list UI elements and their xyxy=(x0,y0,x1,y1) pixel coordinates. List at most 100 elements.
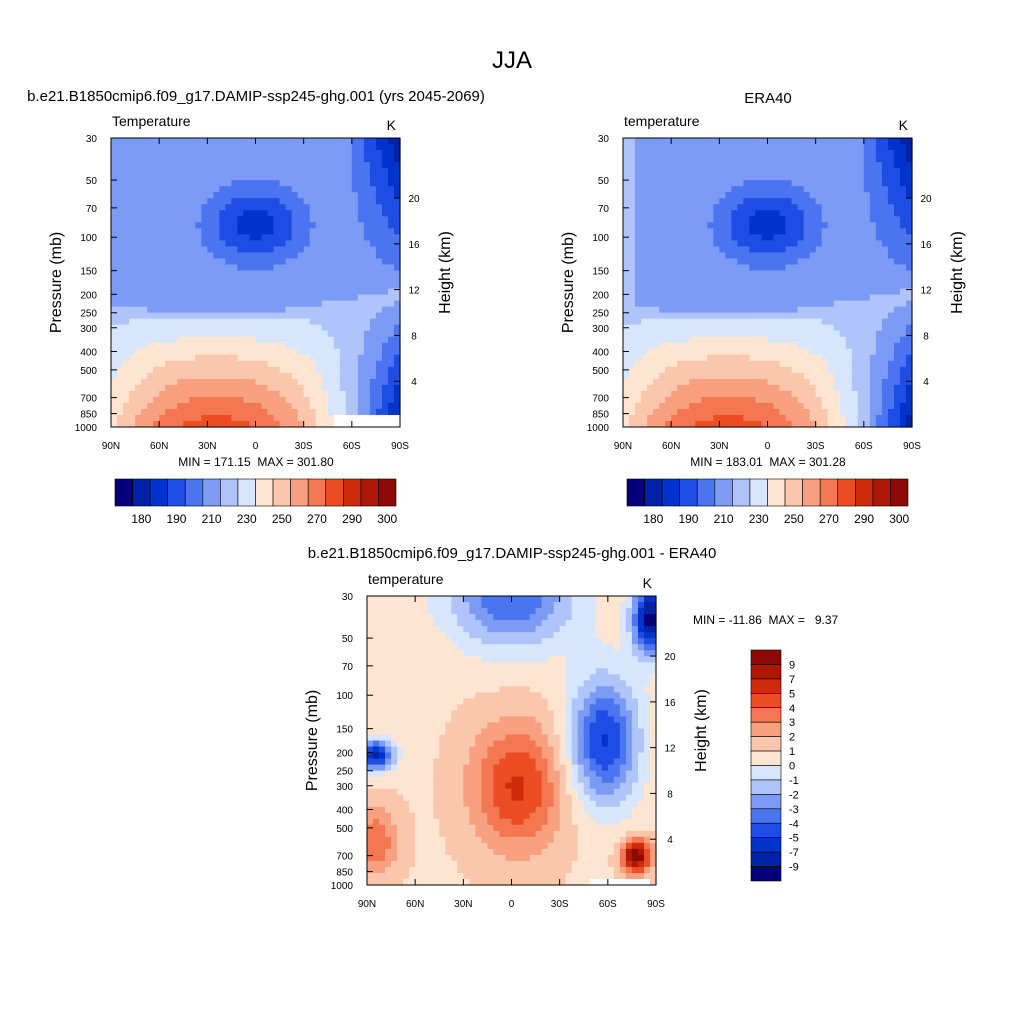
contour-cell xyxy=(159,336,166,344)
contour-cell xyxy=(893,162,901,169)
contour-cell xyxy=(255,234,263,241)
contour-cell xyxy=(177,348,184,356)
contour-cell xyxy=(761,180,769,187)
contour-cell xyxy=(713,258,720,266)
contour-cell xyxy=(375,192,383,199)
contour-cell xyxy=(701,228,708,235)
contour-cell xyxy=(387,288,395,296)
contour-cell xyxy=(659,264,666,272)
contour-cell xyxy=(881,390,889,398)
contour-cell xyxy=(809,186,817,193)
contour-cell xyxy=(701,282,708,290)
contour-cell xyxy=(725,342,732,350)
contour-cell xyxy=(689,336,696,344)
contour-cell xyxy=(333,282,341,290)
contour-cell xyxy=(367,656,374,663)
contour-cell xyxy=(839,318,847,326)
contour-cell xyxy=(255,324,263,332)
contour-cell xyxy=(707,282,714,290)
contour-cell xyxy=(381,198,389,205)
contour-cell xyxy=(905,138,913,145)
contour-cell xyxy=(845,348,853,356)
contour-cell xyxy=(135,240,142,247)
contour-cell xyxy=(845,228,853,235)
contour-cell xyxy=(183,390,190,398)
contour-cell xyxy=(373,854,380,862)
contour-cell xyxy=(869,264,877,272)
contour-cell xyxy=(261,330,269,338)
contour-cell xyxy=(279,324,287,332)
contour-cell xyxy=(255,216,263,223)
contour-cell xyxy=(339,354,347,362)
contour-cell xyxy=(695,336,702,344)
contour-cell xyxy=(881,384,889,392)
contour-cell xyxy=(387,216,395,223)
contour-cell xyxy=(647,276,654,284)
contour-cell xyxy=(749,354,757,362)
contour-cell xyxy=(887,354,895,362)
colorbar-swatch xyxy=(202,478,221,507)
contour-cell xyxy=(671,420,678,428)
contour-cell xyxy=(297,240,305,247)
contour-cell xyxy=(671,270,678,278)
contour-cell xyxy=(363,156,371,163)
contour-cell xyxy=(671,234,678,241)
contour-cell xyxy=(815,300,823,308)
contour-cell xyxy=(701,366,708,374)
contour-cell xyxy=(695,204,702,211)
contour-cell xyxy=(779,228,787,235)
contour-cell xyxy=(165,330,172,338)
contour-cell xyxy=(177,216,184,223)
contour-cell xyxy=(857,276,865,284)
contour-cell xyxy=(373,680,380,687)
contour-cell xyxy=(839,354,847,362)
contour-cell xyxy=(689,222,696,229)
contour-cell xyxy=(887,252,895,260)
contour-cell xyxy=(351,168,359,175)
contour-cell xyxy=(803,348,811,356)
contour-cell xyxy=(683,306,690,314)
contour-cell xyxy=(225,372,233,380)
contour-cell xyxy=(279,138,287,145)
contour-cell xyxy=(845,216,853,223)
contour-cell xyxy=(797,168,805,175)
contour-cell xyxy=(195,384,202,392)
contour-cell xyxy=(809,414,817,422)
contour-cell xyxy=(297,276,305,284)
contour-cell xyxy=(393,138,401,145)
contour-cell xyxy=(379,716,386,724)
contour-cell xyxy=(381,258,389,266)
contour-cell xyxy=(387,234,395,241)
contour-cell xyxy=(707,222,714,229)
contour-cell xyxy=(141,156,148,163)
contour-cell xyxy=(749,390,757,398)
contour-cell xyxy=(129,210,136,217)
contour-cell xyxy=(363,216,371,223)
contour-cell xyxy=(653,360,660,368)
contour-cell xyxy=(285,378,293,386)
contour-cell xyxy=(905,408,913,416)
contour-cell xyxy=(153,384,160,392)
contour-cell xyxy=(881,258,889,266)
contour-cell xyxy=(219,366,226,374)
y-tick-label: 200 xyxy=(80,290,97,301)
contour-cell xyxy=(629,402,636,410)
contour-cell xyxy=(111,390,118,398)
contour-cell xyxy=(111,240,118,247)
contour-cell xyxy=(731,150,738,157)
contour-cell xyxy=(333,330,341,338)
contour-cell xyxy=(207,414,214,422)
contour-cell xyxy=(231,354,239,362)
contour-cell xyxy=(779,414,787,422)
contour-cell xyxy=(773,402,781,410)
contour-cell xyxy=(707,294,714,302)
contour-cell xyxy=(779,192,787,199)
contour-cell xyxy=(887,342,895,350)
contour-cell xyxy=(303,408,311,416)
contour-cell xyxy=(905,222,913,229)
contour-cell xyxy=(869,330,877,338)
contour-cell xyxy=(225,324,233,332)
contour-cell xyxy=(629,222,636,229)
contour-cell xyxy=(219,276,226,284)
contour-cell xyxy=(165,216,172,223)
